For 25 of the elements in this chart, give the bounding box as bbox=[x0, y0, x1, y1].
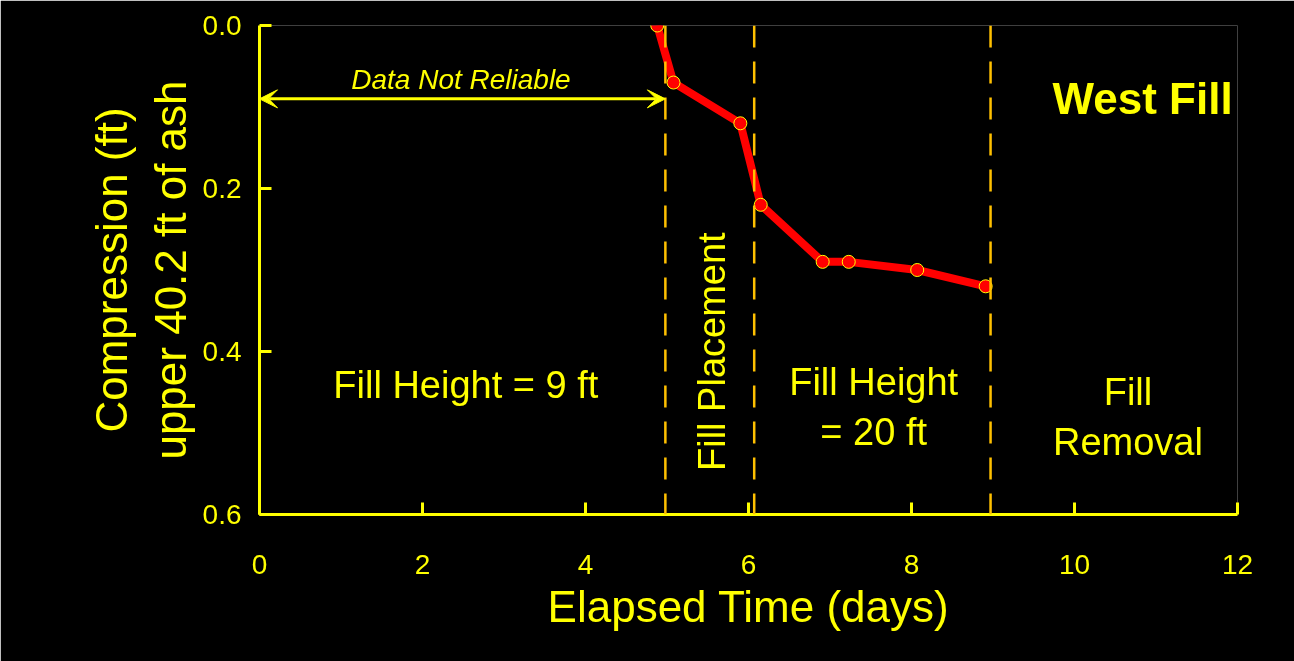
y-tick-label: 0.0 bbox=[202, 10, 242, 41]
x-tick-label: 8 bbox=[903, 548, 920, 580]
x-tick-label: 0 bbox=[251, 548, 268, 580]
y-tick-label: 0.4 bbox=[202, 336, 242, 367]
x-axis-title: Elapsed Time (days) bbox=[547, 581, 949, 631]
annotation: Fill Height = 20 ft bbox=[789, 360, 959, 454]
x-tick-label: 4 bbox=[577, 548, 594, 580]
y-tick-label: 0.2 bbox=[202, 173, 242, 204]
point bbox=[733, 116, 748, 131]
annotation: Fill Removal bbox=[1052, 370, 1203, 463]
annotation: Fill Height = 9 ft bbox=[333, 363, 599, 406]
y-axis-title: Compression (ft) upper 40.2 ft of ash bbox=[86, 80, 195, 460]
x-tick-label: 6 bbox=[740, 548, 757, 580]
point bbox=[815, 254, 830, 269]
annotation: Fill Placement bbox=[691, 231, 734, 471]
x-tick-label: 2 bbox=[414, 548, 431, 580]
x-tick-label: 12 bbox=[1221, 548, 1254, 580]
annotation: Data Not Reliable bbox=[351, 63, 571, 95]
point bbox=[910, 263, 925, 277]
x-tick-label: 10 bbox=[1058, 548, 1091, 580]
point bbox=[666, 75, 681, 90]
point bbox=[753, 197, 768, 212]
point bbox=[841, 254, 856, 269]
annotation: West Fill bbox=[1052, 74, 1233, 124]
y-tick-label: 0.6 bbox=[202, 499, 242, 530]
